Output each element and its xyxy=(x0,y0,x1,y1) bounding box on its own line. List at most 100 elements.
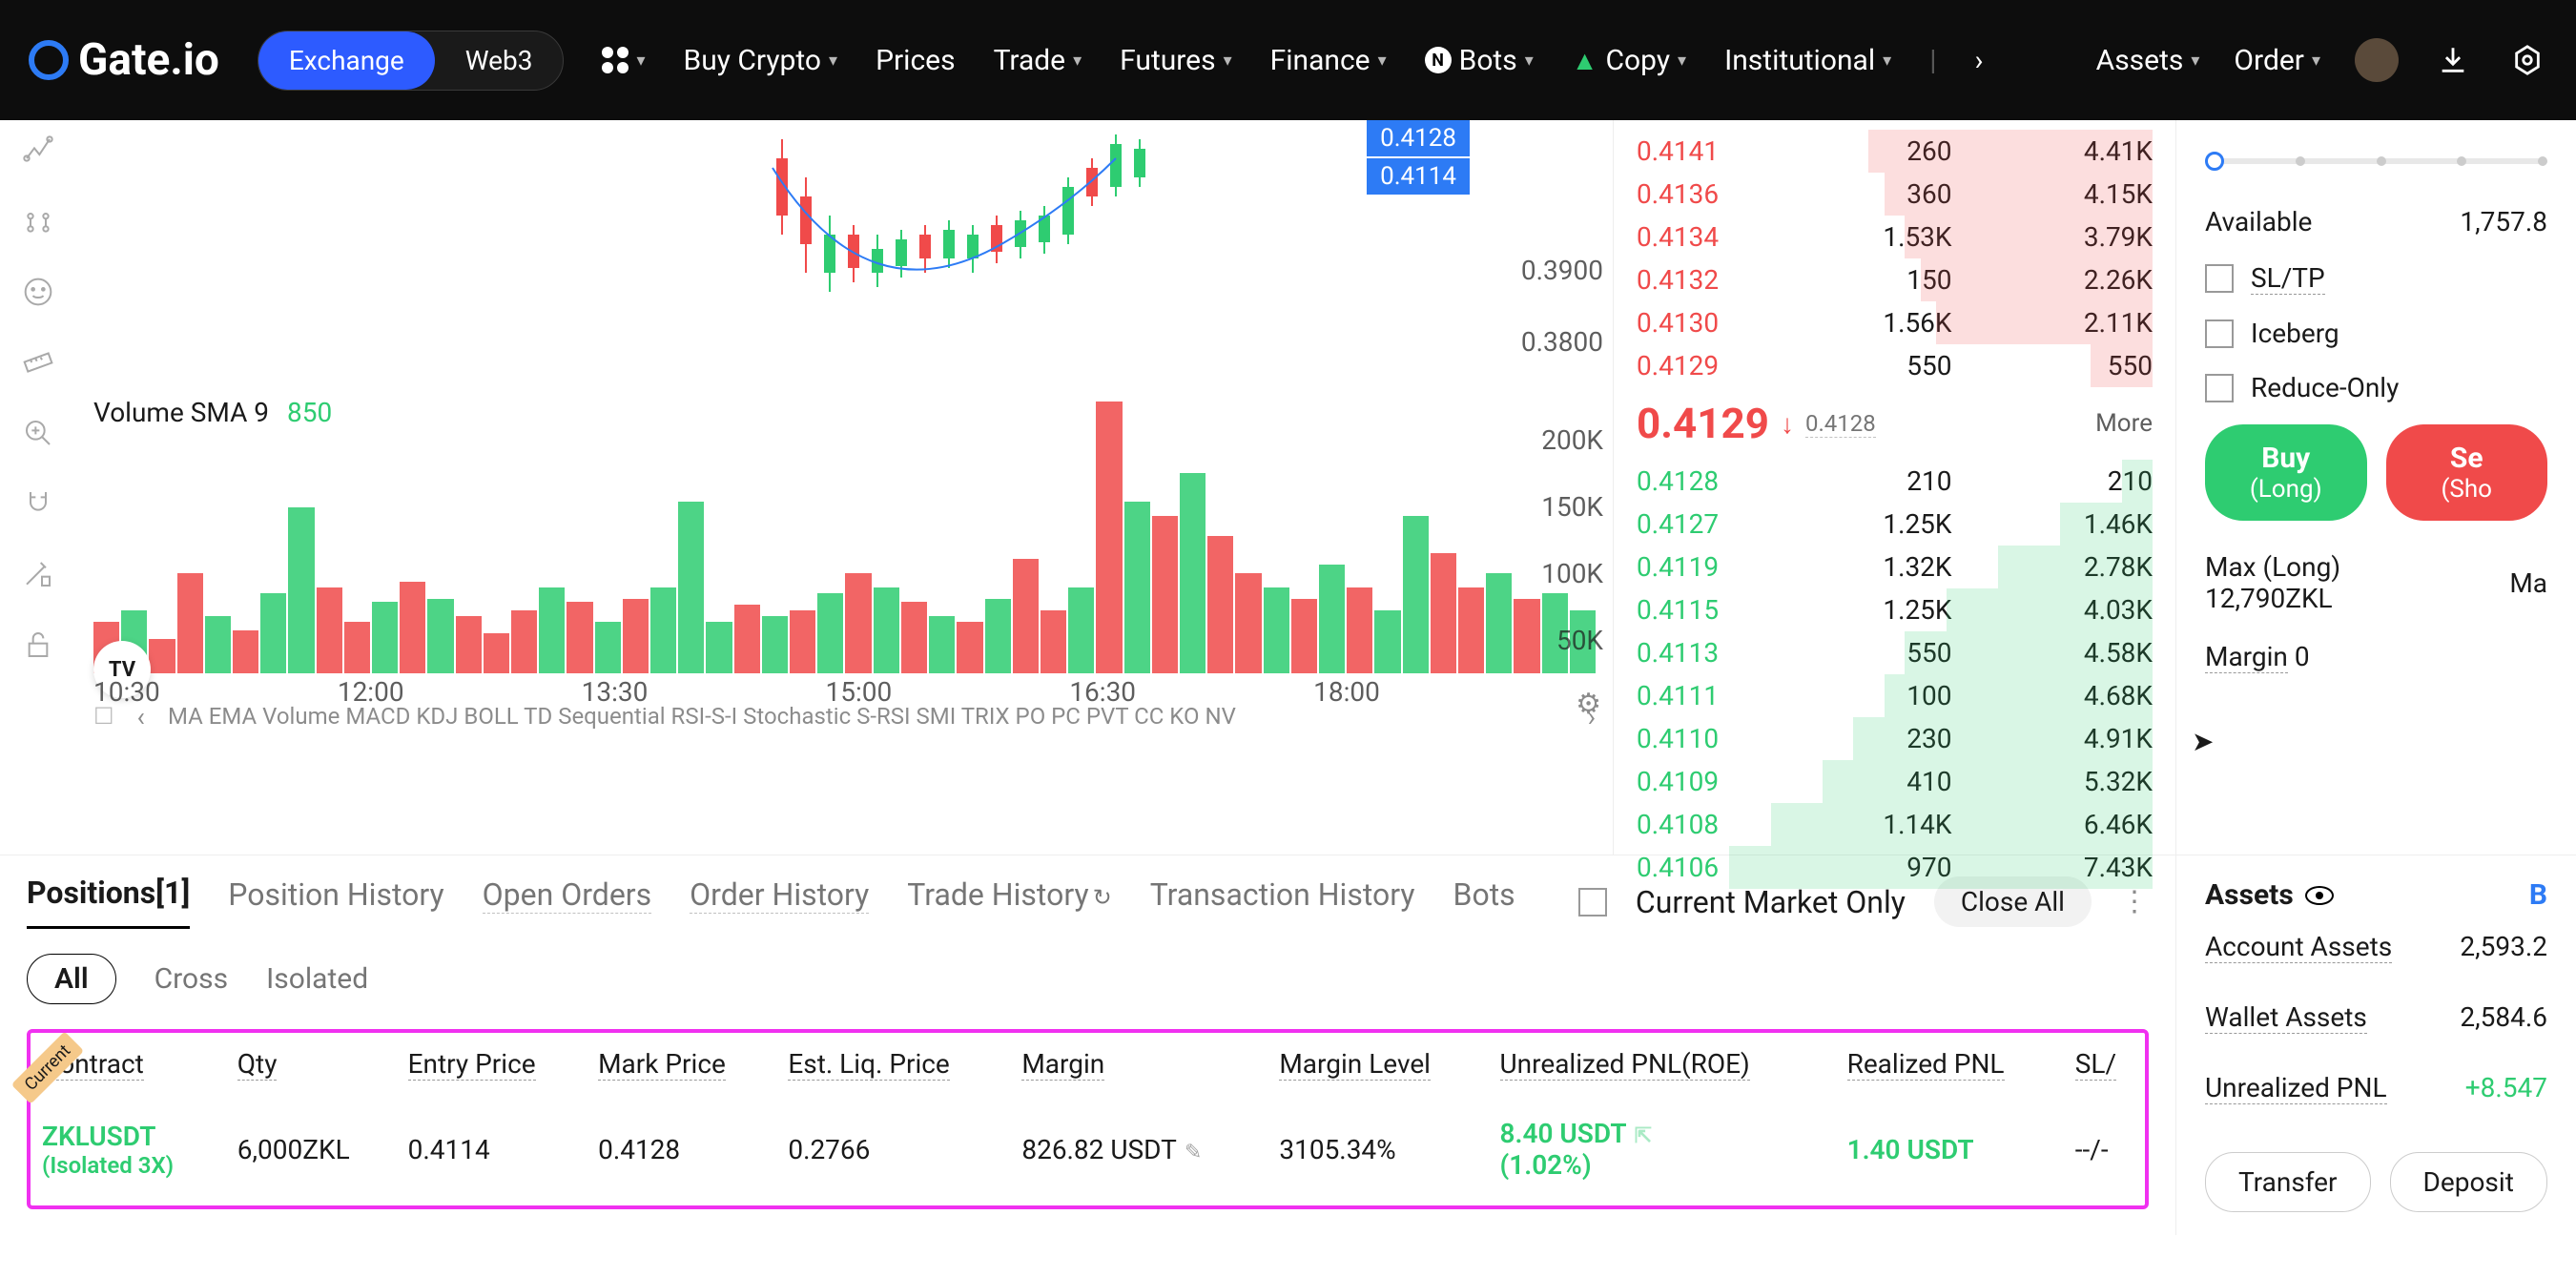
filter-all[interactable]: All xyxy=(27,954,116,1004)
orderbook-row[interactable]: 0.41321502.26K xyxy=(1637,258,2153,301)
chart-area: 0.4128 0.4114 0.3900 0.3800 Volume SMA 9… xyxy=(76,120,1613,855)
orderbook-row[interactable]: 0.41301.56K2.11K xyxy=(1637,301,2153,344)
orderbook-row[interactable]: 0.41135504.58K xyxy=(1637,631,2153,674)
orderbook-row[interactable]: 0.41341.53K3.79K xyxy=(1637,216,2153,258)
ref-price: 0.4128 xyxy=(1805,410,1876,438)
chart-tools xyxy=(0,120,76,855)
price-tag-2: 0.4114 xyxy=(1367,158,1470,195)
indicator-prev[interactable]: ‹ xyxy=(137,701,145,732)
orderbook-row[interactable]: 0.41111004.68K xyxy=(1637,674,2153,717)
assets-b-link[interactable]: B xyxy=(2529,878,2547,912)
position-row[interactable]: ZKLUSDT(Isolated 3X) 6,000ZKL 0.4114 0.4… xyxy=(32,1095,2143,1204)
magnet-tool-icon[interactable] xyxy=(17,483,59,525)
account-assets-row: Account Assets2,593.2 xyxy=(2205,912,2547,982)
tab-trade-history[interactable]: Trade History↻ xyxy=(907,876,1111,928)
settings-icon[interactable] xyxy=(2507,40,2547,80)
nav-order[interactable]: Order▾ xyxy=(2234,44,2320,77)
refresh-icon: ↻ xyxy=(1093,884,1112,911)
nav-items: ▾ Buy Crypto▾ Prices Trade▾ Futures▾ Fin… xyxy=(602,44,1983,77)
tab-order-history[interactable]: Order History xyxy=(690,876,869,928)
nav-assets[interactable]: Assets▾ xyxy=(2096,44,2200,77)
calendar-icon[interactable]: ☐ xyxy=(93,703,114,730)
cursor-icon: ➤ xyxy=(2192,726,2214,757)
volume-y-axis: 200K 150K 100K 50K xyxy=(1470,406,1603,673)
orderbook-more[interactable]: More xyxy=(2095,409,2153,438)
toggle-exchange[interactable]: Exchange xyxy=(258,31,435,90)
nav-apps[interactable]: ▾ xyxy=(602,47,645,73)
emoji-tool-icon[interactable] xyxy=(17,271,59,313)
pattern-tool-icon[interactable] xyxy=(17,200,59,242)
toggle-web3[interactable]: Web3 xyxy=(435,31,564,90)
orderbook-row[interactable]: 0.41191.32K2.78K xyxy=(1637,546,2153,588)
col-mark: Mark Price xyxy=(588,1035,776,1093)
main-area: 0.4128 0.4114 0.3900 0.3800 Volume SMA 9… xyxy=(0,120,2576,855)
ruler-tool-icon[interactable] xyxy=(17,341,59,383)
col-marginlvl: Margin Level xyxy=(1269,1035,1488,1093)
nav-bots[interactable]: NBots▾ xyxy=(1425,44,1534,77)
nav-buy-crypto[interactable]: Buy Crypto▾ xyxy=(684,44,838,77)
reduce-only-checkbox[interactable]: Reduce-Only xyxy=(2205,360,2547,415)
order-buttons: Buy(Long) Se(Sho xyxy=(2205,424,2547,521)
logo-icon xyxy=(29,40,69,80)
margin-row: Margin 0 xyxy=(2205,628,2547,686)
edit-margin-icon[interactable]: ✎ xyxy=(1185,1141,1202,1164)
download-icon[interactable] xyxy=(2433,40,2473,80)
lock-tool-icon[interactable] xyxy=(17,553,59,595)
nav-finance[interactable]: Finance▾ xyxy=(1270,44,1387,77)
iceberg-checkbox[interactable]: Iceberg xyxy=(2205,306,2547,360)
nav-institutional[interactable]: Institutional▾ xyxy=(1724,44,1891,77)
orderbook-row[interactable]: 0.41102304.91K xyxy=(1637,717,2153,760)
orderbook-row[interactable]: 0.41363604.15K xyxy=(1637,173,2153,216)
nav-trade[interactable]: Trade▾ xyxy=(994,44,1082,77)
zoom-tool-icon[interactable] xyxy=(17,412,59,454)
unlock-tool-icon[interactable] xyxy=(17,624,59,666)
orderbook-row[interactable]: 0.41412604.41K xyxy=(1637,130,2153,173)
current-market-checkbox[interactable] xyxy=(1578,888,1607,917)
brand-logo[interactable]: Gate.io xyxy=(29,34,219,86)
menu-dots-icon[interactable]: ⋮ xyxy=(2120,885,2149,918)
brand-text: Gate.io xyxy=(78,34,219,86)
share-pnl-icon[interactable]: ⇱ xyxy=(1635,1124,1652,1148)
deposit-button[interactable]: Deposit xyxy=(2390,1152,2547,1212)
trade-panel: Available 1,757.8 SL/TP Iceberg Reduce-O… xyxy=(2175,120,2576,855)
orderbook-row[interactable]: 0.4128210210 xyxy=(1637,460,2153,503)
indicator-list: ☐ ‹ MA EMA Volume MACD KDJ BOLL TD Seque… xyxy=(93,692,1596,740)
nav-prices[interactable]: Prices xyxy=(876,44,955,77)
filter-cross[interactable]: Cross xyxy=(155,962,228,996)
col-sl: SL/ xyxy=(2066,1035,2143,1093)
tab-bots[interactable]: Bots xyxy=(1453,876,1515,928)
visibility-toggle-icon[interactable] xyxy=(2305,886,2334,905)
price-chart[interactable]: 0.4128 0.4114 0.3900 0.3800 xyxy=(76,120,1613,387)
asset-actions: Transfer Deposit xyxy=(2205,1152,2547,1212)
indicator-next[interactable]: › xyxy=(1588,701,1596,732)
col-real: Realized PNL xyxy=(1838,1035,2064,1093)
orderbook-row[interactable]: 0.41271.25K1.46K xyxy=(1637,503,2153,546)
tab-open-orders[interactable]: Open Orders xyxy=(483,876,652,928)
bottom-panel: Positions[1] Position History Open Order… xyxy=(0,855,2576,1235)
col-entry: Entry Price xyxy=(399,1035,587,1093)
line-tool-icon[interactable] xyxy=(17,130,59,172)
user-avatar[interactable] xyxy=(2355,38,2399,82)
current-price: 0.4129 xyxy=(1637,399,1769,448)
nav-futures[interactable]: Futures▾ xyxy=(1120,44,1231,77)
orderbook-row[interactable]: 0.4129550550 xyxy=(1637,344,2153,387)
sltp-checkbox[interactable]: SL/TP xyxy=(2205,251,2547,306)
volume-chart[interactable]: Volume SMA 9 850 200K 150K 100K 50K TV 1… xyxy=(76,387,1613,740)
filter-isolated[interactable]: Isolated xyxy=(266,962,368,996)
tab-position-history[interactable]: Position History xyxy=(228,876,443,928)
transfer-button[interactable]: Transfer xyxy=(2205,1152,2371,1212)
tab-positions[interactable]: Positions[1] xyxy=(27,875,190,929)
current-market-label: Current Market Only xyxy=(1636,884,1906,920)
buy-long-button[interactable]: Buy(Long) xyxy=(2205,424,2367,521)
orderbook-row[interactable]: 0.41081.14K6.46K xyxy=(1637,803,2153,846)
nav-copy[interactable]: ▲Copy▾ xyxy=(1572,44,1686,77)
orderbook-row[interactable]: 0.41151.25K4.03K xyxy=(1637,588,2153,631)
tab-transaction-history[interactable]: Transaction History xyxy=(1150,876,1415,928)
positions-panel: Positions[1] Position History Open Order… xyxy=(0,855,2175,1235)
leverage-slider[interactable] xyxy=(2205,158,2547,164)
down-arrow-icon: ↓ xyxy=(1781,408,1794,440)
sell-short-button[interactable]: Se(Sho xyxy=(2386,424,2548,521)
nav-more[interactable]: › xyxy=(1975,44,1984,77)
orderbook-row[interactable]: 0.41094105.32K xyxy=(1637,760,2153,803)
orderbook-row[interactable]: 0.41069707.43K xyxy=(1637,846,2153,889)
